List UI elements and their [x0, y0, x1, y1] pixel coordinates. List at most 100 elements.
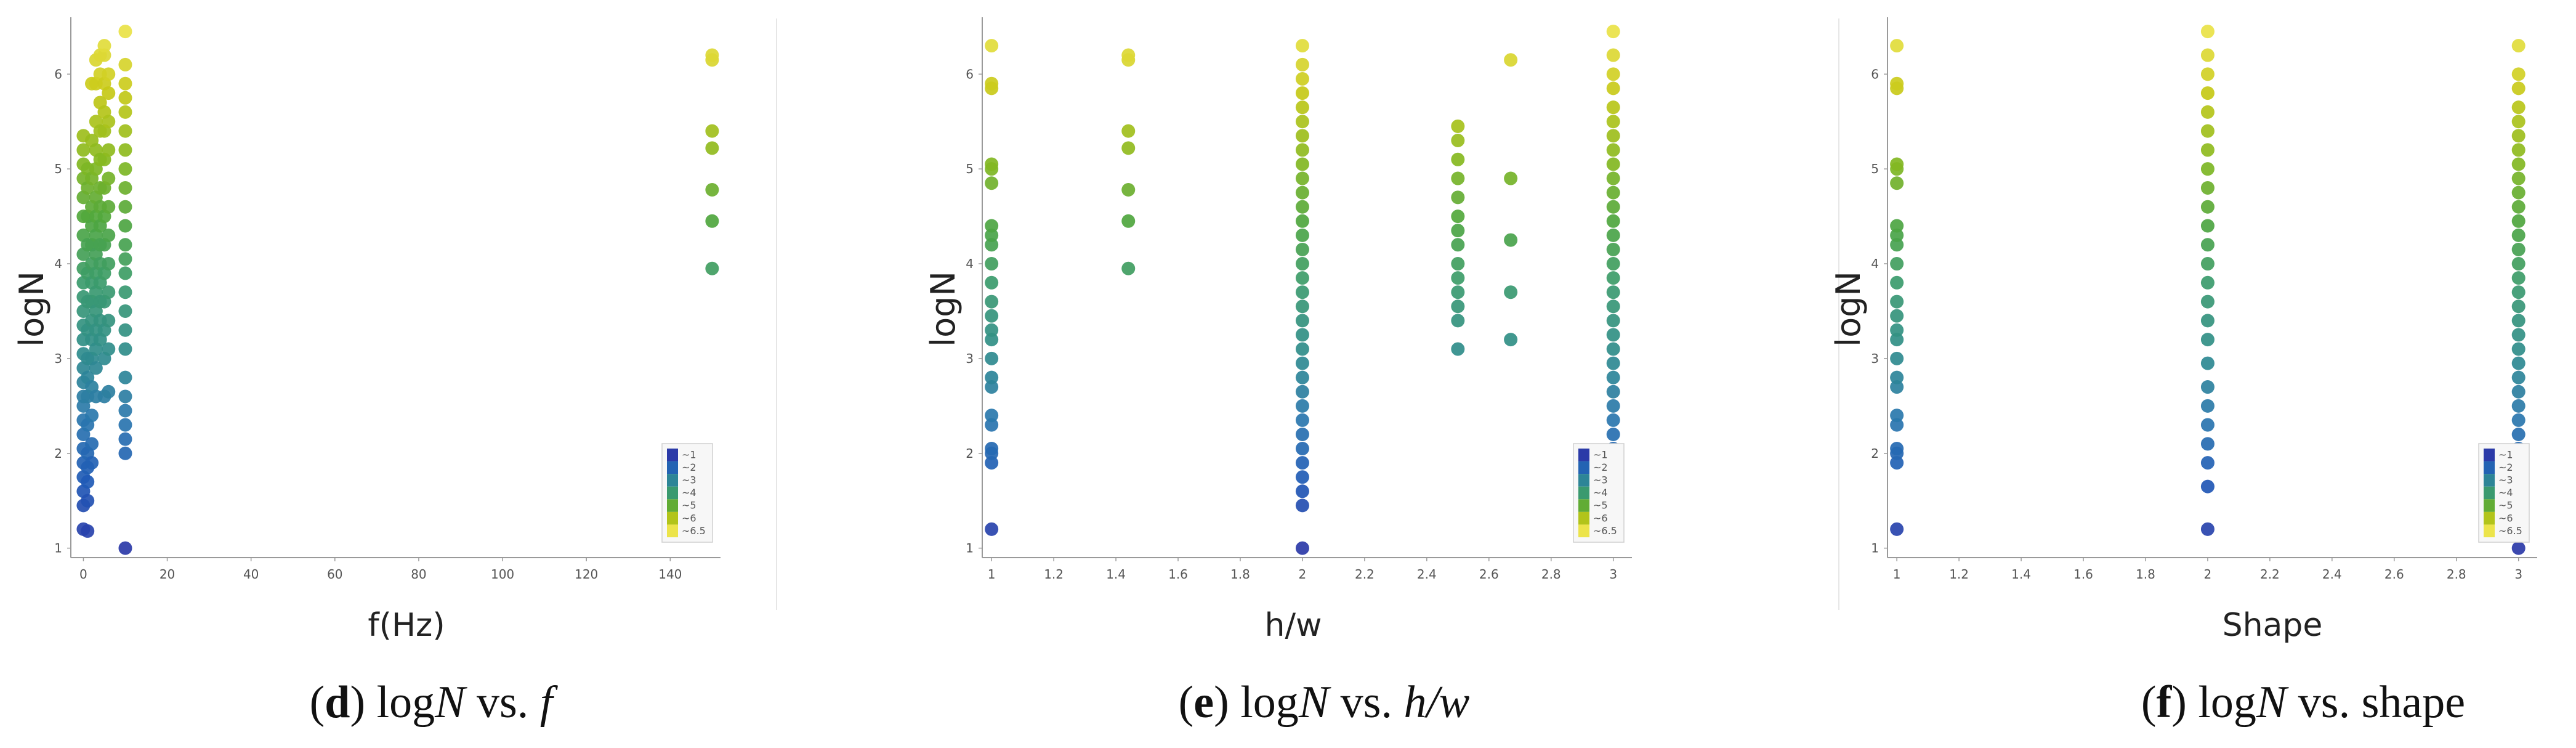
data-point: [118, 285, 132, 299]
x-tick-label: 1.4: [2011, 567, 2031, 582]
legend-label: ~3: [1593, 474, 1608, 486]
data-point: [1295, 427, 1309, 441]
y-tick-label: 5: [54, 161, 62, 176]
data-point: [2511, 342, 2526, 356]
data-point: [2200, 356, 2215, 370]
data-point: [1451, 342, 1465, 356]
data-point: [2200, 48, 2215, 62]
data-point: [2200, 25, 2215, 39]
data-point: [2511, 328, 2526, 342]
data-point: [705, 141, 719, 155]
data-point: [1295, 242, 1309, 256]
panel-d: 1 2 3 4 5 6 0 20 40 60 80 100 120 140 ~1 ~2 ~3 ~4 ~5 ~6 ~6.5…: [0, 0, 757, 748]
data-point: [118, 143, 132, 157]
data-point: [1890, 275, 1904, 290]
legend-label: ~2: [2498, 461, 2513, 473]
panel-f: 1 2 3 4 5 6 1 1.2 1.4 1.6 1.8 2 2.2 2.4 2.6 2.8 3 ~1 ~2 ~3 ~…: [1817, 0, 2574, 748]
data-point: [1606, 115, 1620, 129]
data-point: [97, 39, 111, 53]
data-point: [705, 183, 719, 197]
data-point: [1606, 299, 1620, 314]
data-point: [1295, 143, 1309, 157]
legend-swatch: [667, 461, 678, 474]
data-point: [1606, 129, 1620, 143]
data-point: [1295, 370, 1309, 384]
data-point: [1295, 498, 1309, 513]
x-tick-label: 1.6: [2073, 567, 2093, 582]
legend-label: ~2: [1593, 461, 1608, 473]
data-point: [2511, 271, 2526, 285]
data-point: [1890, 257, 1904, 271]
data-point: [118, 181, 132, 195]
x-tick-label: 2.6: [1479, 567, 1499, 582]
data-point: [2200, 143, 2215, 157]
data-point: [1890, 176, 1904, 190]
y-axis-label: logN: [12, 271, 51, 347]
data-point: [2200, 418, 2215, 432]
legend-label: ~6.5: [2498, 525, 2522, 537]
data-point: [2511, 214, 2526, 228]
x-tick-label: 1.2: [1949, 567, 1969, 582]
data-point: [2200, 162, 2215, 176]
data-point: [1295, 541, 1309, 555]
legend-label: ~5: [2498, 500, 2513, 511]
data-point: [985, 238, 999, 252]
data-point: [1295, 271, 1309, 285]
caption-e: (e) logN vs. h/w: [1178, 677, 1470, 728]
data-point: [2200, 399, 2215, 413]
data-point: [2511, 399, 2526, 413]
data-point: [1451, 257, 1465, 271]
data-point: [2200, 314, 2215, 328]
y-tick-label: 3: [966, 351, 974, 366]
y-tick-label: 4: [54, 256, 62, 271]
panel-separator: [1838, 18, 1839, 610]
data-point: [118, 25, 132, 39]
data-point: [118, 238, 132, 252]
data-point: [985, 380, 999, 394]
y-tick-label: 1: [966, 541, 974, 556]
data-point: [985, 157, 999, 171]
x-tick-label: 80: [411, 567, 426, 582]
x-tick-label: 2: [1299, 567, 1307, 582]
data-point: [1295, 484, 1309, 498]
data-point: [1121, 183, 1136, 197]
data-point: [2200, 257, 2215, 271]
legend-swatch: [667, 449, 678, 461]
data-point: [1890, 351, 1904, 365]
data-point: [1295, 442, 1309, 456]
data-point: [2511, 541, 2526, 555]
data-point: [85, 437, 99, 451]
data-point: [1295, 100, 1309, 115]
data-point: [2511, 285, 2526, 299]
data-point: [2200, 333, 2215, 347]
data-point: [1451, 285, 1465, 299]
data-point: [1295, 157, 1309, 171]
data-point: [1890, 76, 1904, 91]
data-point: [1121, 124, 1136, 138]
data-point: [2200, 522, 2215, 536]
legend-swatch: [1578, 486, 1589, 500]
data-point: [985, 522, 999, 536]
data-point: [2511, 384, 2526, 399]
data-point: [1295, 299, 1309, 314]
legend-swatch: [2484, 499, 2495, 512]
data-point: [102, 67, 116, 81]
data-point: [1295, 72, 1309, 86]
y-tick-label: 6: [1871, 67, 1879, 81]
data-point: [118, 342, 132, 356]
x-tick-label: 60: [327, 567, 342, 582]
legend-label: ~6.5: [682, 525, 706, 537]
data-point: [102, 342, 116, 356]
data-point: [1890, 522, 1904, 536]
data-point: [118, 200, 132, 214]
data-point: [1295, 200, 1309, 214]
data-point: [1121, 48, 1136, 62]
data-point: [985, 456, 999, 470]
x-axis-label: f(Hz): [368, 607, 445, 644]
data-point: [1606, 228, 1620, 242]
data-point: [1606, 257, 1620, 271]
x-tick-label: 3: [2514, 567, 2522, 582]
legend-swatch: [667, 524, 678, 537]
data-point: [1890, 309, 1904, 323]
